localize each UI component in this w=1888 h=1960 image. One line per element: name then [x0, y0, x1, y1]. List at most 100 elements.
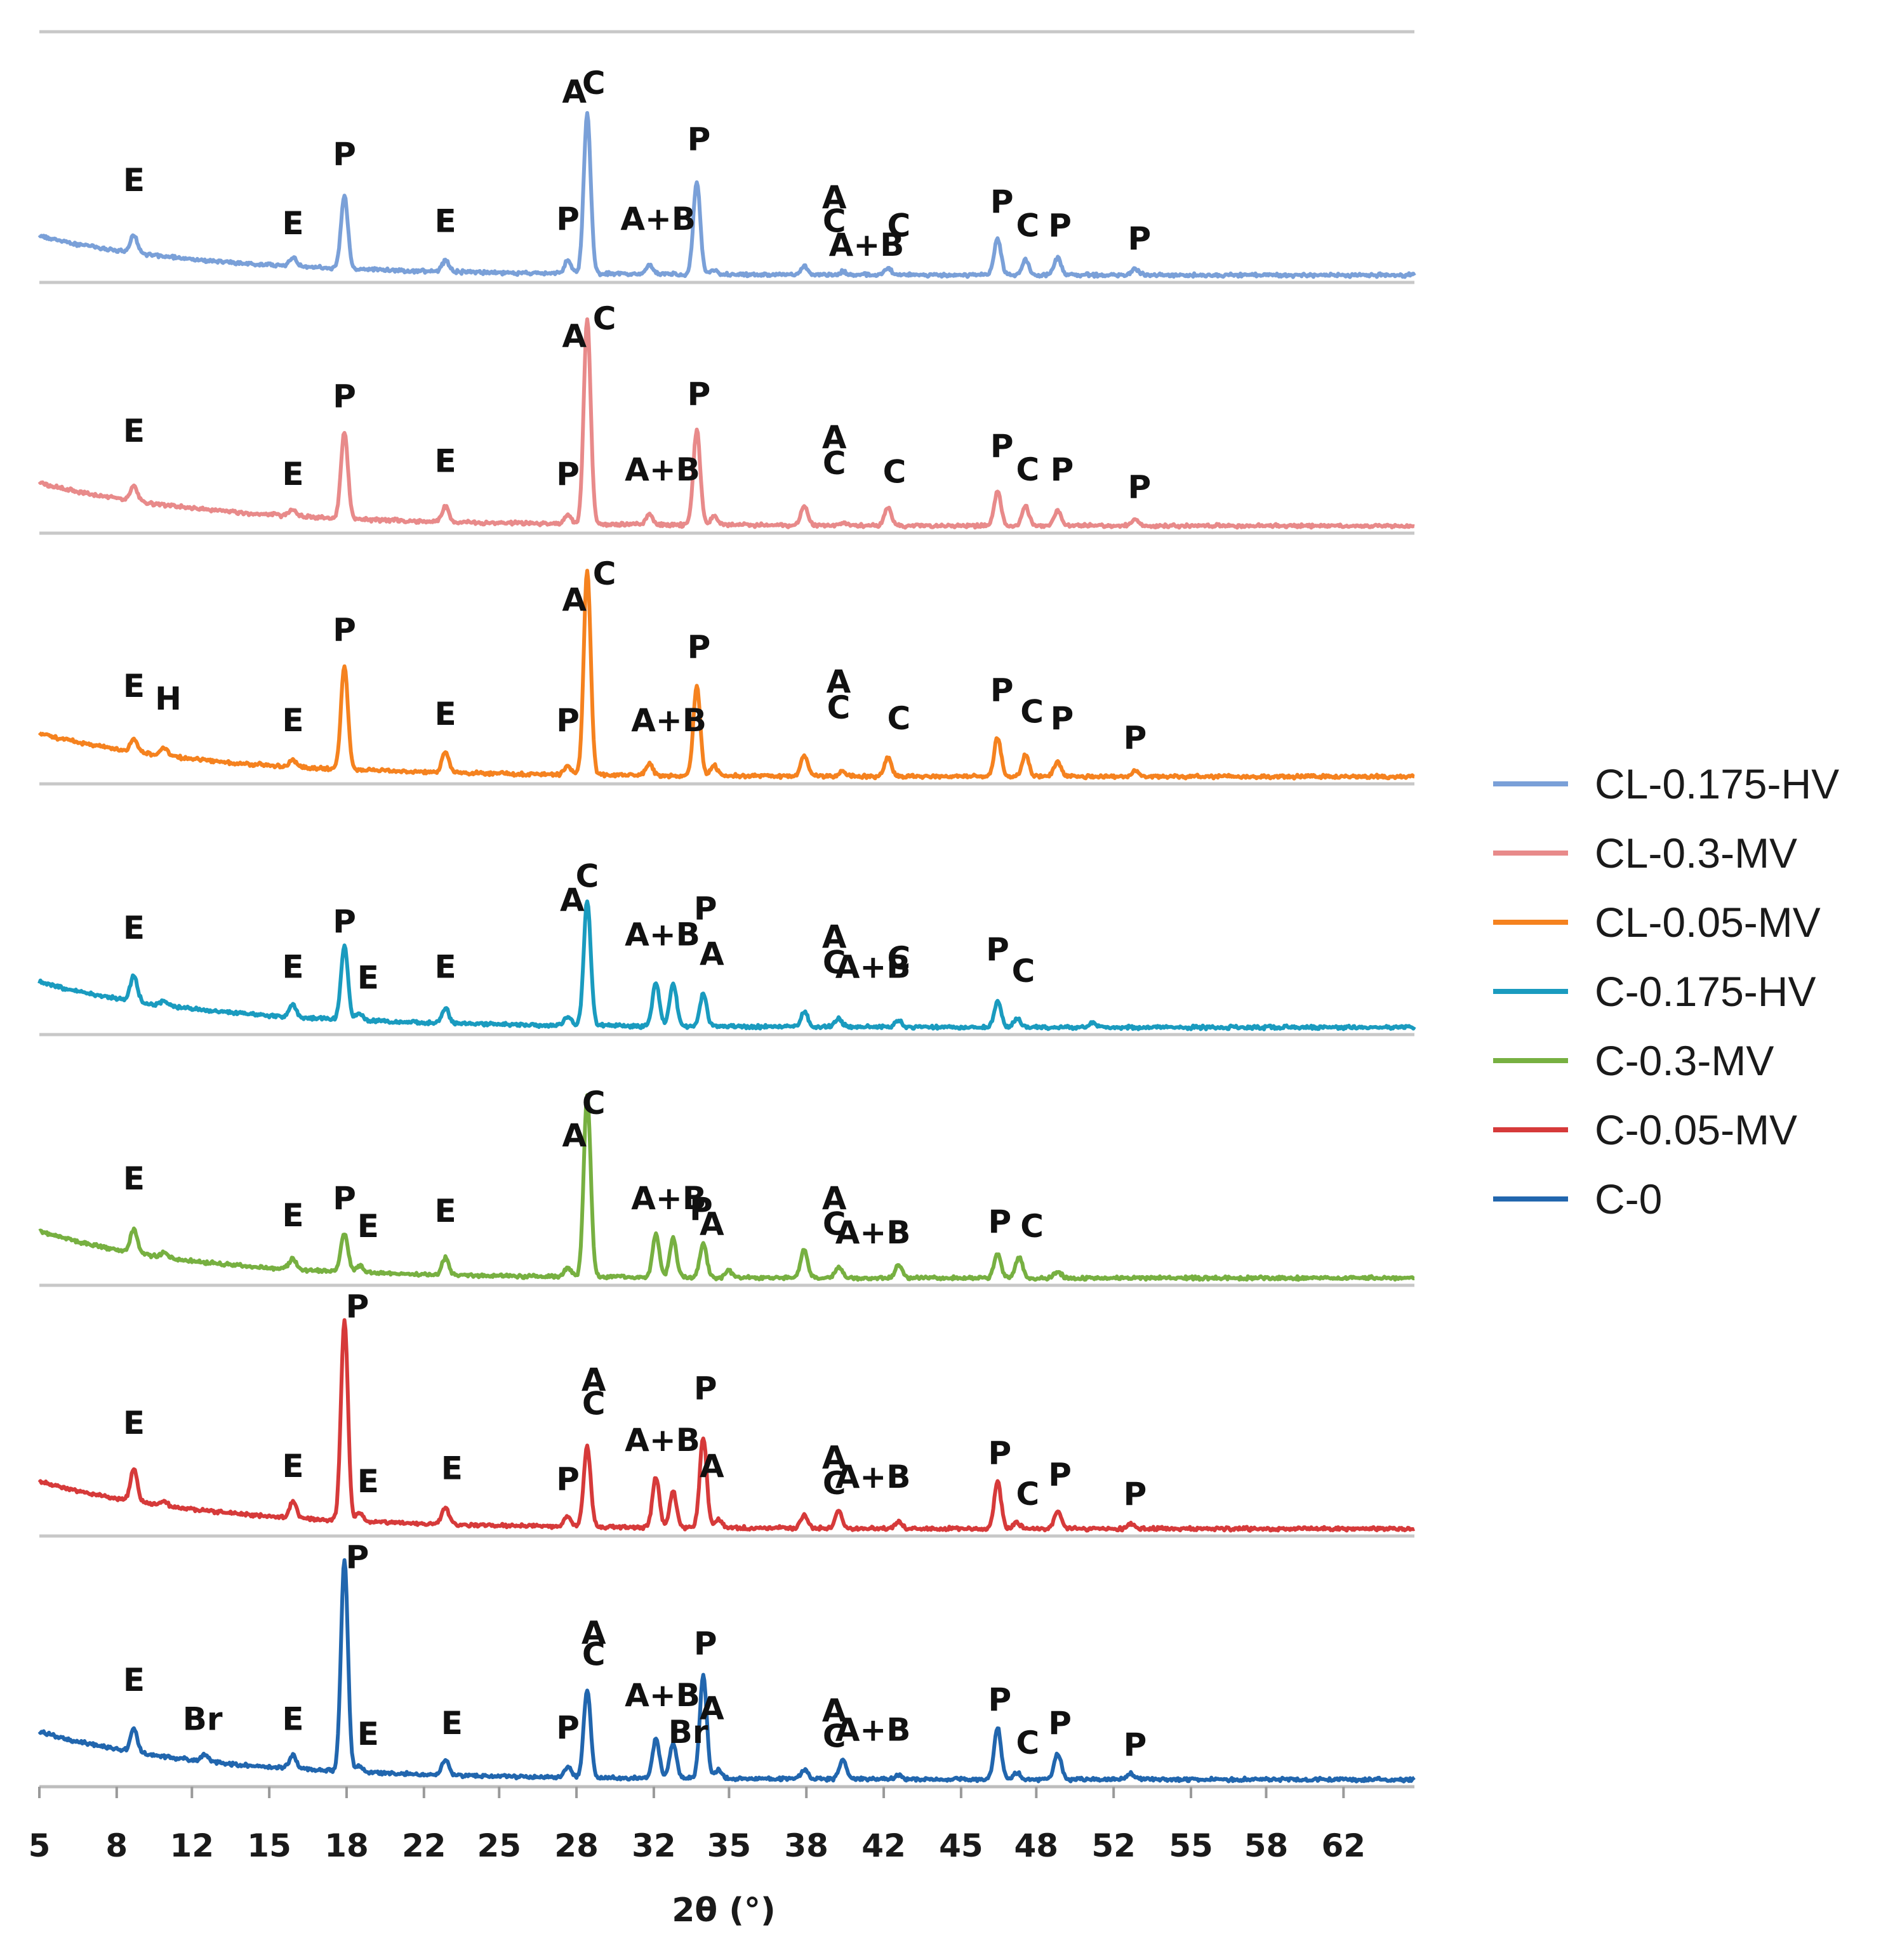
peak-label: P — [694, 1370, 717, 1407]
peak-label: A — [562, 317, 587, 354]
legend: CL-0.175-HV CL-0.3-MV CL-0.05-MV C-0.175-HV… — [1493, 760, 1839, 1222]
peak-label: P — [333, 611, 356, 648]
peak-label: P — [1048, 1705, 1072, 1742]
peak-label: C — [1016, 451, 1039, 488]
peak-label: E — [123, 1662, 145, 1698]
series-C-0 — [37, 1558, 1416, 1784]
x-axis-title: 2θ (°) — [672, 1891, 776, 1930]
peak-label: P — [688, 376, 711, 413]
x-tick-label: 12 — [170, 1827, 215, 1864]
peak-label: P — [988, 1435, 1011, 1472]
series-line — [37, 111, 1416, 279]
x-tick-label: 22 — [402, 1827, 446, 1864]
peak-label: P — [990, 428, 1014, 465]
peak-label: P — [556, 201, 580, 237]
peak-label: A+B — [835, 1459, 911, 1495]
x-tick-label: 48 — [1014, 1827, 1059, 1864]
peak-label: E — [282, 1700, 303, 1737]
x-tick-label: 58 — [1244, 1827, 1289, 1864]
peak-label: A — [562, 1117, 587, 1154]
peak-label: C — [887, 940, 910, 977]
peak-label: A — [822, 179, 847, 216]
legend-label: C-0.05-MV — [1595, 1106, 1797, 1153]
x-tick-label: 15 — [247, 1827, 291, 1864]
peak-label: P — [986, 931, 1009, 968]
peak-label: P — [988, 1203, 1011, 1240]
peak-label: A — [582, 1614, 606, 1651]
peak-label: A+B — [631, 1180, 707, 1217]
peak-label: P — [1051, 451, 1074, 488]
peak-label: A — [822, 1439, 847, 1476]
series-line — [38, 1093, 1416, 1282]
peak-label: A — [700, 1206, 724, 1243]
peak-label: Br — [668, 1714, 708, 1751]
peak-label: C — [1016, 1725, 1039, 1761]
peak-label: E — [123, 668, 145, 705]
peak-label: C — [887, 700, 910, 737]
peak-label: C — [582, 65, 606, 102]
peak-label: A — [700, 1448, 724, 1485]
series-line — [37, 569, 1416, 781]
legend-item: CL-0.05-MV — [1493, 899, 1821, 946]
x-tick-label: 35 — [707, 1827, 752, 1864]
peak-label: P — [990, 183, 1014, 220]
peak-label: A+B — [829, 227, 905, 263]
peak-label: A+B — [625, 451, 700, 488]
peak-label: P — [990, 672, 1014, 709]
peak-label: A — [562, 581, 587, 618]
peak-label: P — [1127, 220, 1151, 257]
peak-label: E — [282, 948, 303, 985]
x-tick-label: 25 — [477, 1827, 522, 1864]
peak-label: P — [333, 378, 356, 415]
peak-label: P — [346, 1288, 369, 1325]
peak-label: E — [282, 456, 303, 493]
peak-label: E — [357, 1208, 379, 1245]
series-CL-0.175-HV — [37, 111, 1416, 279]
peak-label: C — [593, 300, 616, 337]
peak-label: E — [282, 702, 303, 739]
peak-label: A+B — [625, 1422, 700, 1459]
x-tick-label: 18 — [324, 1827, 369, 1864]
peak-label: A+B — [620, 201, 696, 237]
peak-label: P — [988, 1681, 1011, 1718]
peak-label: E — [435, 443, 456, 480]
x-tick-label: 38 — [784, 1827, 828, 1864]
series-C-0.05-MV — [37, 1318, 1416, 1533]
peak-label: P — [1124, 1476, 1147, 1513]
legend-item: CL-0.175-HV — [1493, 760, 1839, 807]
panels — [39, 30, 1414, 1538]
legend-label: CL-0.05-MV — [1595, 899, 1821, 946]
peak-label: C — [823, 944, 846, 981]
peak-label: E — [357, 1716, 379, 1752]
peak-label: C — [823, 1465, 846, 1502]
x-tick-label: 8 — [105, 1827, 128, 1864]
peak-label: C — [883, 454, 907, 491]
legend-label: CL-0.175-HV — [1595, 760, 1839, 807]
peak-label: C — [827, 689, 851, 726]
peak-label: P — [1124, 719, 1147, 756]
peak-label: A — [822, 1692, 847, 1729]
peak-label: C — [1020, 1208, 1044, 1245]
peak-label: C — [582, 1085, 606, 1122]
peak-label: Br — [183, 1700, 223, 1737]
peak-label: A+B — [835, 948, 911, 985]
peak-label: A — [562, 74, 587, 110]
peak-label: A+B — [835, 1214, 911, 1251]
peak-label: C — [1016, 1476, 1039, 1513]
peak-label: E — [123, 1160, 145, 1197]
peak-label: C — [582, 1636, 606, 1672]
peak-label: P — [1051, 700, 1074, 737]
peak-label: E — [357, 959, 379, 996]
x-tick-label: 28 — [554, 1827, 599, 1864]
peak-label: A+B — [631, 702, 707, 739]
legend-item: CL-0.3-MV — [1493, 830, 1797, 877]
peak-label: E — [123, 162, 145, 199]
peak-label: A+B — [625, 916, 700, 953]
peak-label: A — [822, 1180, 847, 1217]
peak-label: P — [556, 702, 580, 739]
peak-label: P — [694, 1625, 717, 1662]
